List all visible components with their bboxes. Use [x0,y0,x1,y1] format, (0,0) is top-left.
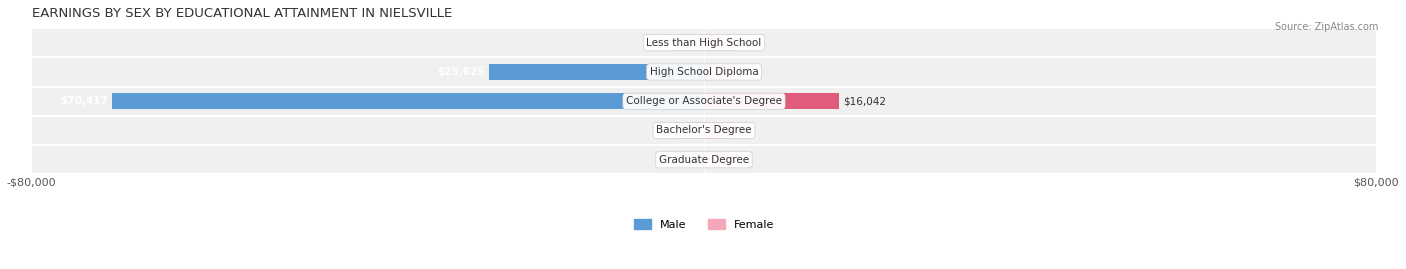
Legend: Male, Female: Male, Female [630,215,779,235]
Bar [675,35,704,51]
Text: $0: $0 [738,38,751,48]
Bar [32,28,1376,57]
Bar [32,57,1376,87]
Text: $16,042: $16,042 [844,96,886,106]
Bar [704,122,734,139]
Text: Graduate Degree: Graduate Degree [659,155,749,165]
Text: $0: $0 [738,155,751,165]
Text: Bachelor's Degree: Bachelor's Degree [657,126,752,136]
Bar [704,93,839,109]
Bar [704,152,734,168]
Text: Less than High School: Less than High School [647,38,762,48]
Text: $25,625: $25,625 [437,67,485,77]
Text: $0: $0 [738,67,751,77]
Text: $0: $0 [657,155,671,165]
Text: $70,417: $70,417 [60,96,108,106]
Bar [32,145,1376,174]
Bar [704,35,734,51]
Text: $0: $0 [657,126,671,136]
Bar [112,93,704,109]
Bar [489,64,704,80]
Text: Source: ZipAtlas.com: Source: ZipAtlas.com [1274,22,1378,31]
Text: EARNINGS BY SEX BY EDUCATIONAL ATTAINMENT IN NIELSVILLE: EARNINGS BY SEX BY EDUCATIONAL ATTAINMEN… [32,7,451,20]
Bar [704,64,734,80]
Text: $0: $0 [738,126,751,136]
Text: College or Associate's Degree: College or Associate's Degree [626,96,782,106]
Bar [32,87,1376,116]
Text: High School Diploma: High School Diploma [650,67,758,77]
Bar [32,116,1376,145]
Text: $0: $0 [657,38,671,48]
Bar [675,152,704,168]
Bar [675,122,704,139]
